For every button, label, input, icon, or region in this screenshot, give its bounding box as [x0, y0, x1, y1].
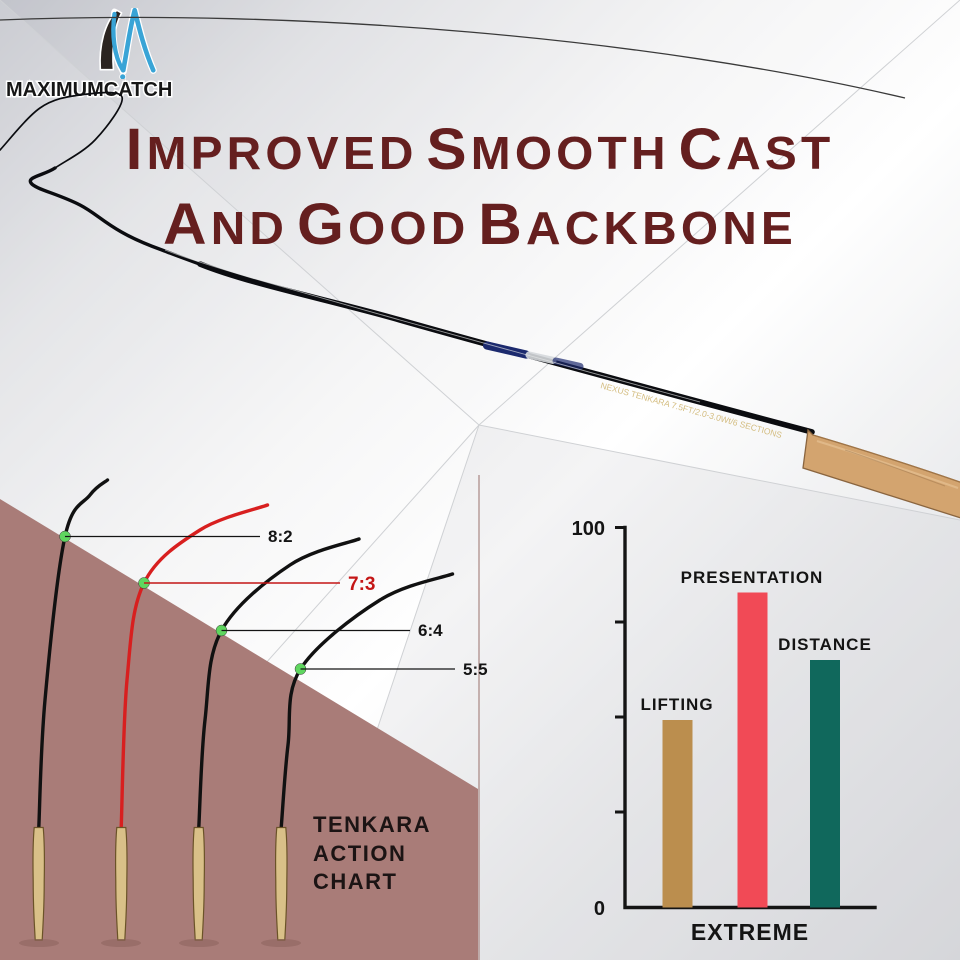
svg-text:NEXUS TENKARA 7.5FT/2.0-3.0Wt: NEXUS TENKARA 7.5FT/2.0-3.0Wt/6 SECTIONS [599, 380, 783, 440]
svg-text:CHART: CHART [313, 869, 398, 894]
svg-text:6:4: 6:4 [418, 621, 443, 640]
svg-text:5:5: 5:5 [463, 660, 488, 679]
svg-text:TENKARA: TENKARA [313, 812, 431, 837]
svg-text:7:3: 7:3 [348, 574, 375, 595]
svg-text:ACTION: ACTION [313, 841, 406, 866]
